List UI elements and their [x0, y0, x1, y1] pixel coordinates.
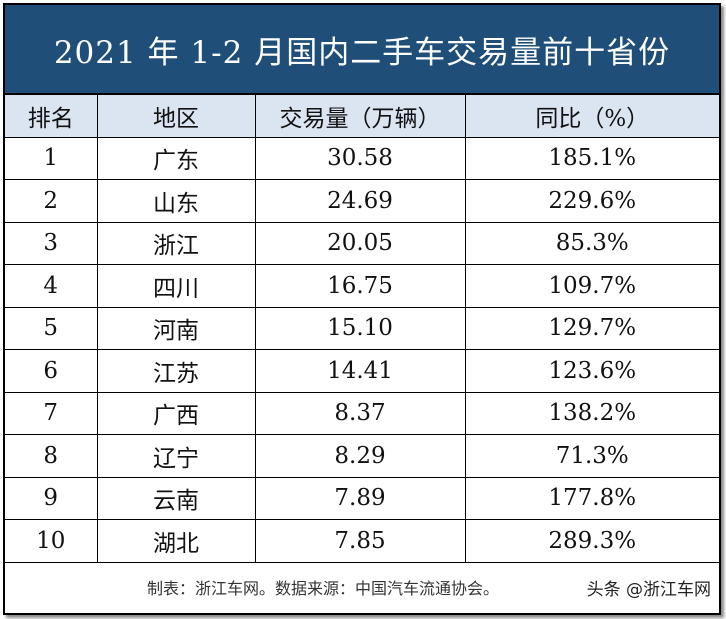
table-cell: 16.75: [254, 264, 466, 308]
table-cell: 7: [5, 391, 98, 435]
table-cell: 15.10: [254, 306, 466, 350]
table-cell: 7.85: [254, 519, 466, 563]
column-header: 同比（%）: [464, 95, 719, 138]
table-cell: 123.6%: [464, 349, 719, 393]
table-cell: 广东: [96, 136, 256, 180]
table-cell: 185.1%: [464, 136, 719, 180]
column-header: 排名: [5, 95, 98, 138]
table-cell: 江苏: [96, 349, 256, 393]
table-cell: 8.37: [254, 391, 466, 435]
table-cell: 6: [5, 349, 98, 393]
column-header: 地区: [96, 95, 256, 138]
table-row: 7 广西 8.37 138.2%: [5, 391, 719, 435]
table-cell: 129.7%: [464, 306, 719, 350]
title: 2021 年 1-2 月国内二手车交易量前十省份: [5, 5, 719, 95]
table-cell: 8.29: [254, 434, 466, 478]
footer-note: 制表：浙江车网。数据来源：中国汽车流通协会。: [147, 578, 500, 598]
table-cell: 浙江: [96, 221, 256, 265]
table-cell: 71.3%: [464, 434, 719, 478]
table-cell: 138.2%: [464, 391, 719, 435]
header-row: 排名 地区 交易量（万辆） 同比（%）: [5, 95, 719, 138]
table-row: 6 江苏 14.41 123.6%: [5, 349, 719, 393]
table-cell: 229.6%: [464, 179, 719, 223]
table-row: 8 辽宁 8.29 71.3%: [5, 434, 719, 478]
table-cell: 7.89: [254, 476, 466, 520]
table-cell: 3: [5, 221, 98, 265]
table-row: 3 浙江 20.05 85.3%: [5, 221, 719, 265]
table-cell: 14.41: [254, 349, 466, 393]
table-cell: 河南: [96, 306, 256, 350]
table-cell: 四川: [96, 264, 256, 308]
table-row: 9 云南 7.89 177.8%: [5, 476, 719, 520]
table-row: 4 四川 16.75 109.7%: [5, 264, 719, 308]
table-cell: 1: [5, 136, 98, 180]
table-cell: 109.7%: [464, 264, 719, 308]
table-row: 10 湖北 7.85 289.3%: [5, 519, 719, 563]
table-cell: 山东: [96, 179, 256, 223]
table-cell: 24.69: [254, 179, 466, 223]
table-cell: 2: [5, 179, 98, 223]
table-cell: 5: [5, 306, 98, 350]
column-header: 交易量（万辆）: [254, 95, 466, 138]
table: 排名 地区 交易量（万辆） 同比（%） 1 广东 30.58 185.1% 2 山东 24.69 2…: [5, 95, 719, 563]
table-card: 2021 年 1-2 月国内二手车交易量前十省份 排名 地区 交易量（万辆） 同比（%…: [3, 3, 721, 615]
table-cell: 9: [5, 476, 98, 520]
table-cell: 8: [5, 434, 98, 478]
table-cell: 云南: [96, 476, 256, 520]
table-cell: 广西: [96, 391, 256, 435]
table-cell: 20.05: [254, 221, 466, 265]
table-row: 2 山东 24.69 229.6%: [5, 179, 719, 223]
footer: 制表：浙江车网。数据来源：中国汽车流通协会。 头条 @浙江车网: [5, 563, 719, 605]
table-row: 1 广东 30.58 185.1%: [5, 136, 719, 180]
table-cell: 10: [5, 519, 98, 563]
table-row: 5 河南 15.10 129.7%: [5, 306, 719, 350]
table-cell: 177.8%: [464, 476, 719, 520]
table-cell: 4: [5, 264, 98, 308]
watermark: 头条 @浙江车网: [586, 579, 711, 600]
table-cell: 30.58: [254, 136, 466, 180]
table-cell: 85.3%: [464, 221, 719, 265]
table-cell: 湖北: [96, 519, 256, 563]
table-cell: 辽宁: [96, 434, 256, 478]
table-cell: 289.3%: [464, 519, 719, 563]
